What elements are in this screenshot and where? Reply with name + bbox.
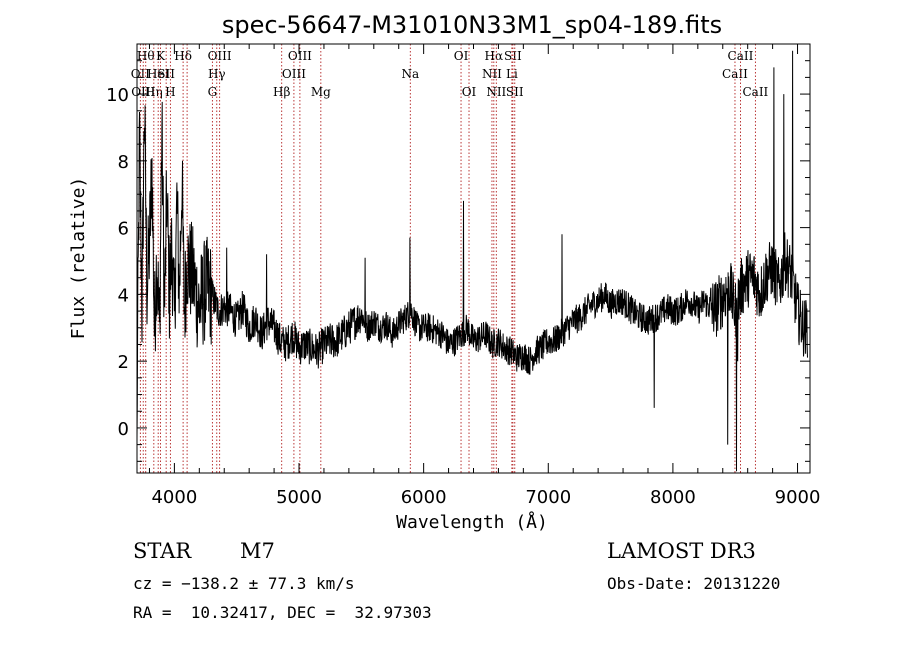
chart-title: spec-56647-M31010N33M1_sp04-189.fits (222, 11, 722, 39)
line-label: OIII (208, 49, 232, 63)
line-label: CaII (728, 49, 754, 63)
x-tick-label: 4000 (151, 487, 197, 508)
line-label: OI (462, 85, 477, 99)
y-tick-label: 10 (106, 85, 129, 106)
line-label: CaII (742, 85, 768, 99)
x-tick-label: 8000 (650, 487, 696, 508)
y-tick-label: 4 (118, 285, 129, 306)
obs-date: Obs-Date: 20131220 (607, 574, 781, 593)
y-tick-label: 6 (118, 219, 129, 240)
line-label: Hη (145, 85, 163, 99)
x-axis-label: Wavelength (Å) (396, 511, 548, 533)
redshift-readout: cz = −138.2 ± 77.3 km/s (133, 574, 355, 593)
line-label: OIII (282, 67, 306, 81)
line-label: NII (482, 67, 502, 81)
line-label: HeI (147, 67, 170, 81)
y-axis-label: Flux (relative) (68, 177, 89, 340)
line-label: Na (401, 67, 419, 81)
line-label: Hγ (208, 67, 226, 81)
line-label: Hδ (174, 49, 192, 63)
spectrum-line (136, 50, 808, 472)
line-label: K (156, 49, 166, 63)
emission-line-markers: OIIOIIIHθHηHeIKSIIHHδGHγOIIIHβOIIIOIIIMg… (131, 44, 769, 473)
x-tick-label: 9000 (775, 487, 821, 508)
y-axis: 0 2 4 6 8 10 (106, 60, 810, 462)
line-label: Hθ (137, 49, 155, 63)
line-label: OII (131, 67, 151, 81)
coordinates: RA = 10.32417, DEC = 32.97303 (133, 603, 432, 622)
line-label: Hα (485, 49, 504, 63)
class-label: STAR (133, 539, 192, 563)
line-label: OIII (288, 49, 312, 63)
line-label: Mg (311, 85, 331, 99)
x-axis: 4000 5000 6000 7000 8000 9000 (148, 44, 821, 508)
subclass-label: M7 (240, 539, 275, 563)
line-label: SII (506, 85, 524, 99)
x-tick-label: 6000 (401, 487, 447, 508)
line-label: NII (486, 85, 506, 99)
survey-label: LAMOST DR3 (607, 539, 756, 563)
line-label: SII (157, 67, 175, 81)
line-label: H (165, 85, 175, 99)
x-tick-label: 5000 (276, 487, 322, 508)
line-label: CaII (722, 67, 748, 81)
line-label: G (208, 85, 218, 99)
line-label: SII (504, 49, 522, 63)
x-tick-label: 7000 (525, 487, 571, 508)
spectrum-series (136, 50, 808, 472)
line-label: OI (454, 49, 469, 63)
y-tick-label: 8 (118, 152, 129, 173)
plot-frame (136, 43, 811, 474)
y-tick-label: 2 (118, 352, 129, 373)
line-label: Hβ (273, 85, 290, 99)
line-label: Li (506, 67, 518, 81)
y-tick-label: 0 (118, 419, 129, 440)
